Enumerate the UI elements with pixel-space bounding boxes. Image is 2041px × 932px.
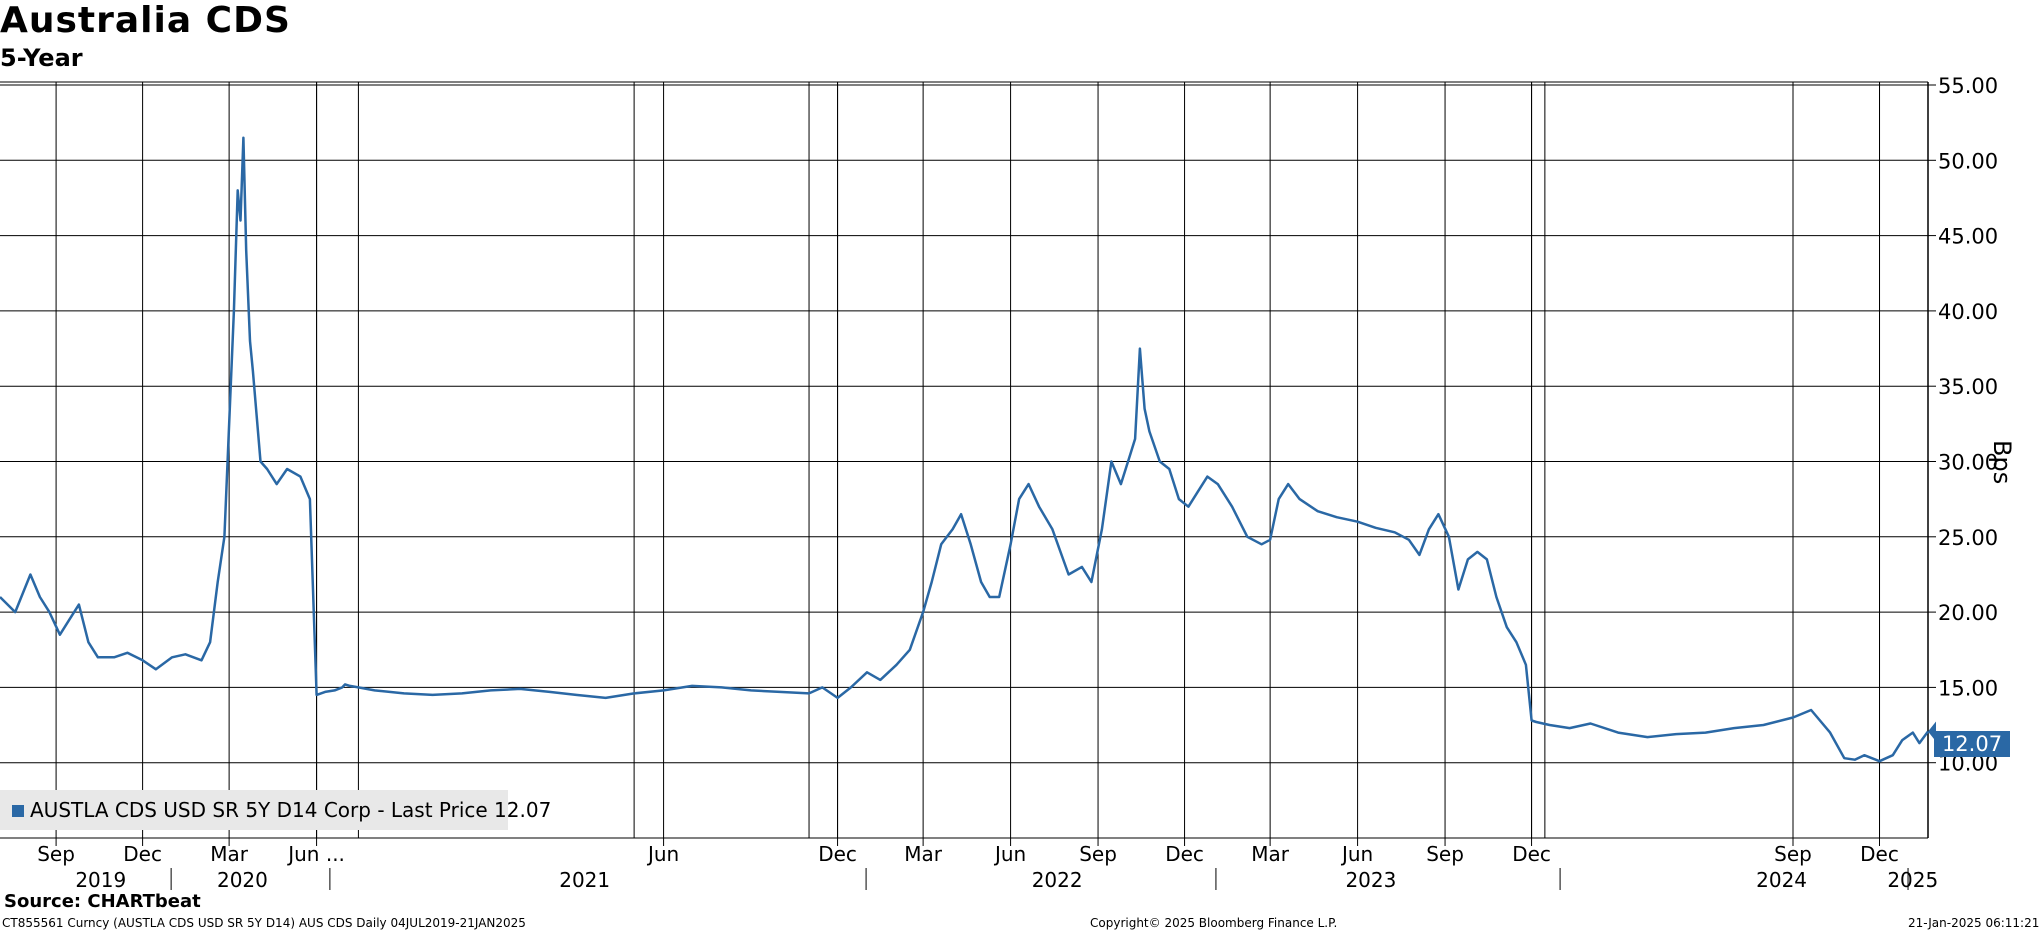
source-label: Source: CHARTbeat (4, 891, 201, 912)
x-year-label: 2019 (75, 868, 126, 892)
footer-timestamp: 21-Jan-2025 06:11:21 (1908, 916, 2040, 930)
x-tick-label: Dec (123, 842, 162, 866)
y-tick-label: 50.00 (1938, 149, 1998, 173)
x-tick-label: Jun ... (286, 842, 345, 866)
footer-ticker-info: CT855561 Curncy (AUSTLA CDS USD SR 5Y D1… (2, 916, 526, 930)
x-tick-label: Sep (37, 842, 75, 866)
y-tick-label: 55.00 (1938, 74, 1998, 98)
x-tick-label: Dec (1512, 842, 1551, 866)
legend-swatch (12, 805, 24, 817)
x-tick-label: Sep (1774, 842, 1812, 866)
x-tick-label: Sep (1426, 842, 1464, 866)
last-value-badge: 12.07 (1934, 731, 2010, 757)
x-year-label: 2024 (1756, 868, 1807, 892)
x-tick-label: Dec (1165, 842, 1204, 866)
chart-title: Australia CDS (0, 0, 291, 41)
x-tick-label: Dec (818, 842, 857, 866)
x-tick-label: Mar (904, 842, 943, 866)
y-tick-label: 15.00 (1938, 676, 1998, 700)
series-line (0, 136, 1930, 763)
y-tick-label: 25.00 (1938, 526, 1998, 550)
legend-label: AUSTLA CDS USD SR 5Y D14 Corp - Last Pri… (30, 798, 552, 822)
chart-subtitle: 5-Year (0, 44, 83, 72)
x-tick-label: Sep (1079, 842, 1117, 866)
y-tick-label: 20.00 (1938, 601, 1998, 625)
y-tick-label: 35.00 (1938, 375, 1998, 399)
y-tick-label: 30.00 (1938, 451, 1998, 475)
x-tick-label: Jun (646, 842, 679, 866)
y-tick-label: 45.00 (1938, 225, 1998, 249)
x-tick-label: Dec (1860, 842, 1899, 866)
x-year-label: 2023 (1345, 868, 1396, 892)
x-tick-label: Jun (1340, 842, 1373, 866)
x-year-label: 2025 (1887, 868, 1938, 892)
y-axis-label: Bps (1988, 440, 2016, 485)
x-tick-label: Mar (210, 842, 249, 866)
x-tick-label: Mar (1251, 842, 1290, 866)
x-tick-label: Jun (993, 842, 1026, 866)
x-year-label: 2021 (559, 868, 610, 892)
footer-copyright: Copyright© 2025 Bloomberg Finance L.P. (1090, 916, 1338, 930)
y-tick-label: 40.00 (1938, 300, 1998, 324)
x-year-label: 2022 (1032, 868, 1083, 892)
x-year-label: 2020 (217, 868, 268, 892)
legend: AUSTLA CDS USD SR 5Y D14 Corp - Last Pri… (0, 790, 551, 830)
